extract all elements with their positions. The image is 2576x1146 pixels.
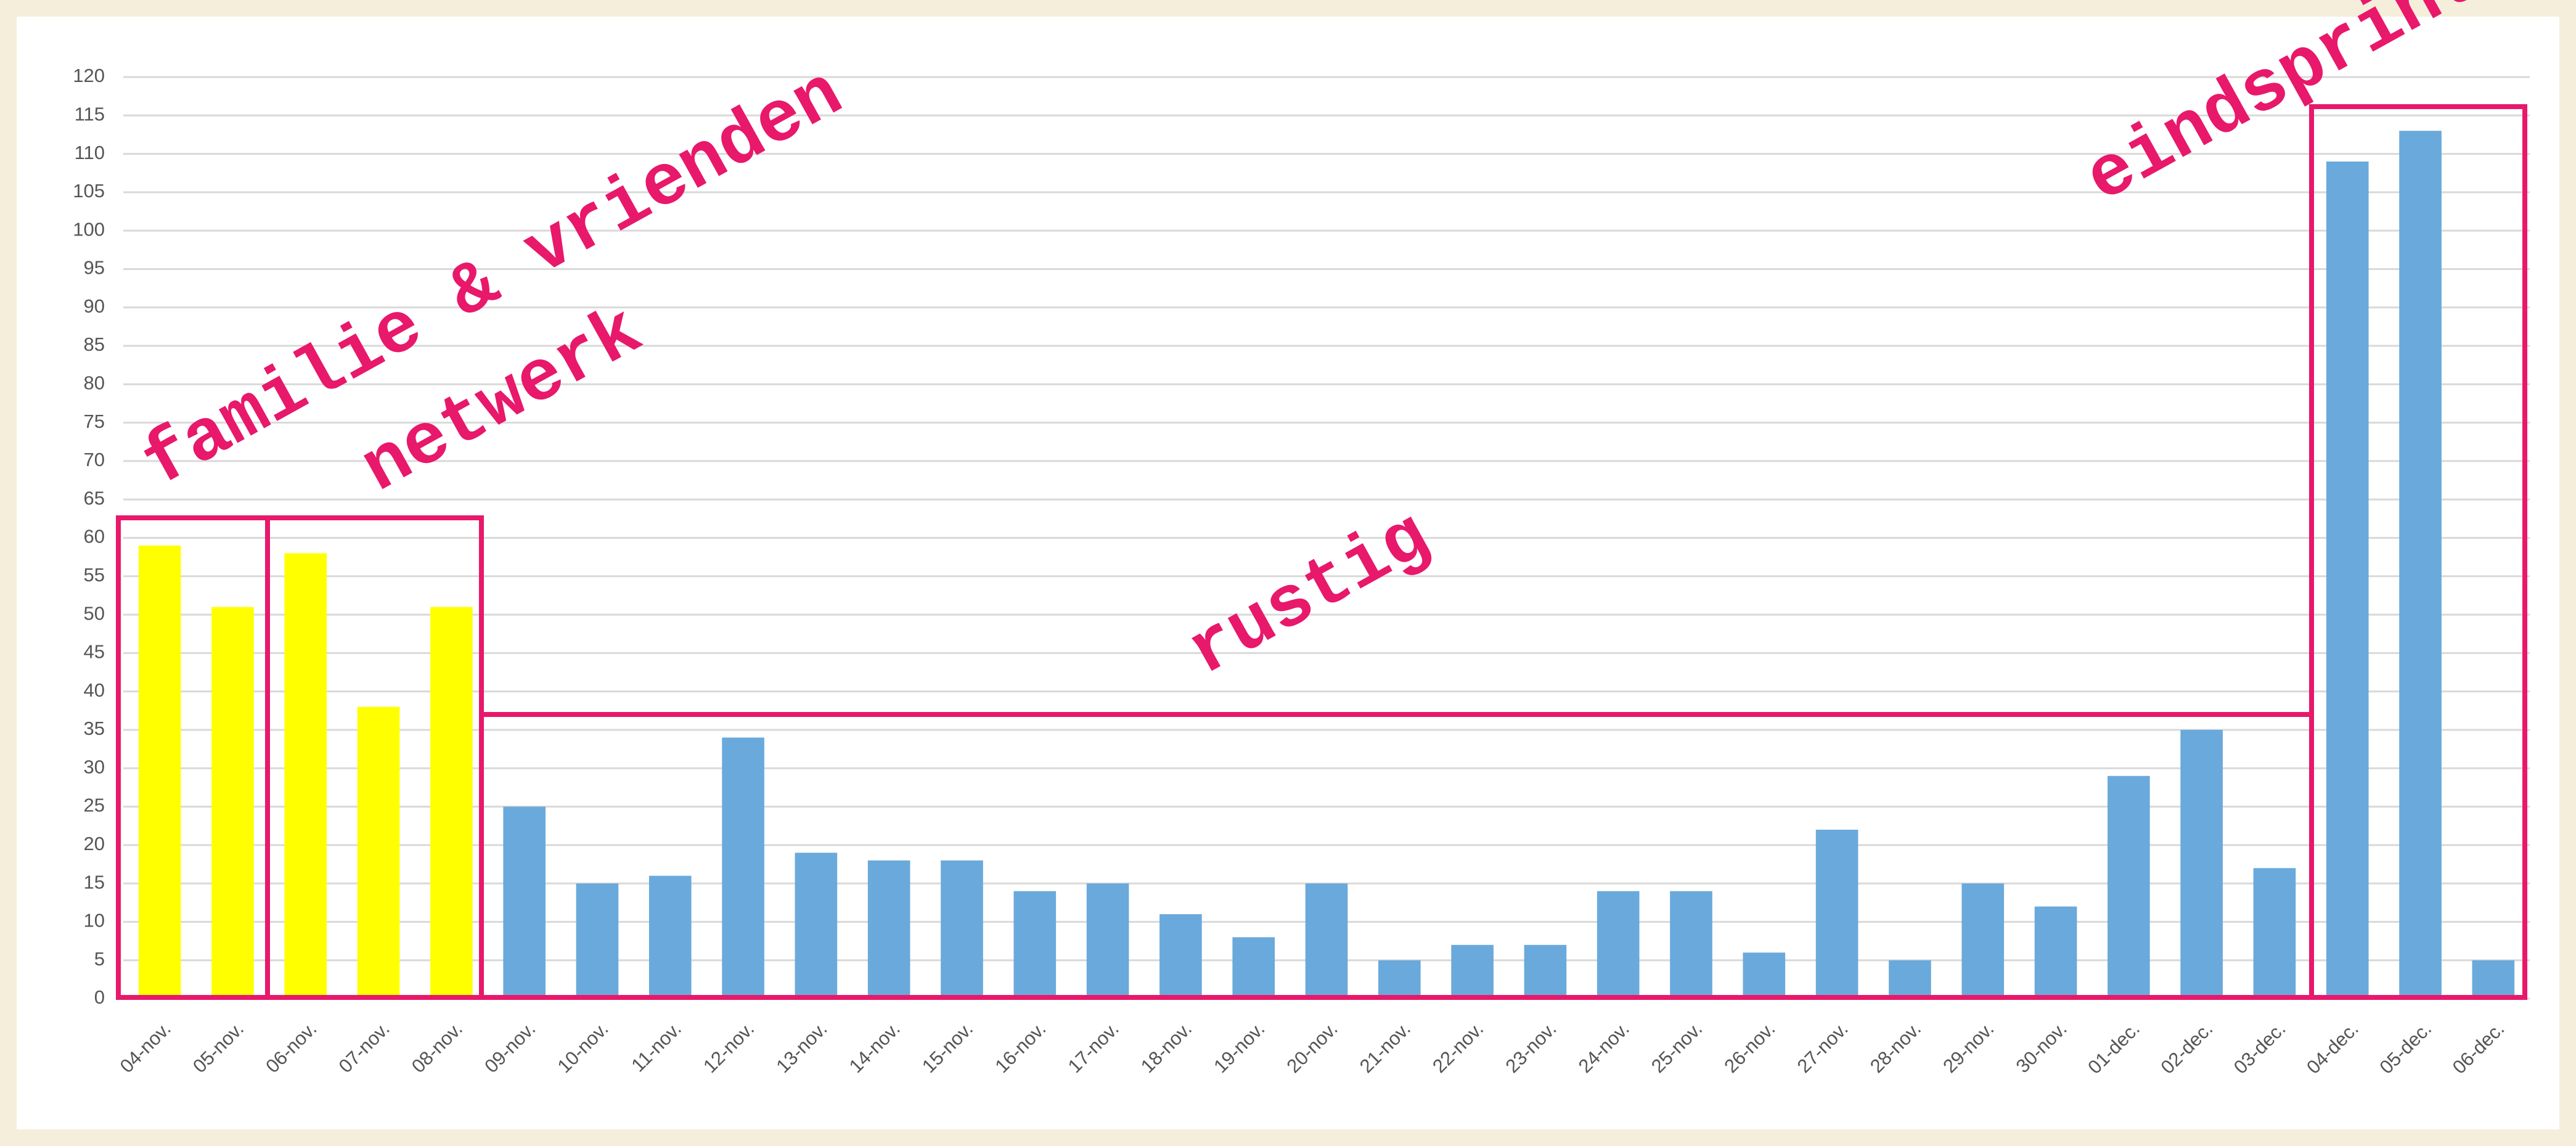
bar — [648, 875, 692, 999]
bar — [357, 706, 400, 999]
bar — [2108, 776, 2150, 999]
y-tick-label: 30 — [84, 756, 105, 777]
y-tick-label: 0 — [94, 986, 105, 1008]
bar — [284, 553, 327, 999]
bar — [2253, 868, 2296, 999]
y-tick-label: 35 — [84, 718, 105, 739]
y-tick-label: 60 — [84, 526, 105, 547]
y-tick-label: 20 — [84, 833, 105, 854]
y-tick-label: 95 — [84, 257, 105, 279]
y-tick-label: 85 — [84, 334, 105, 355]
bar — [2180, 729, 2223, 999]
y-tick-label: 105 — [73, 180, 105, 202]
bar — [1743, 952, 1786, 999]
bar — [722, 737, 764, 999]
bar — [1086, 883, 1129, 999]
bar — [1670, 891, 1712, 999]
bar — [430, 607, 473, 999]
bar — [2399, 131, 2442, 999]
bar — [2326, 162, 2369, 999]
bar — [1013, 891, 1057, 999]
bar — [1451, 944, 1494, 999]
y-tick-label: 10 — [84, 910, 105, 931]
bars — [138, 131, 2515, 999]
y-tick-label: 5 — [94, 948, 105, 970]
bar — [1232, 937, 1275, 999]
bar — [1889, 960, 1931, 999]
y-tick-label: 55 — [84, 564, 105, 586]
bar — [867, 860, 910, 999]
y-tick-label: 25 — [84, 795, 105, 816]
bar — [1524, 944, 1567, 999]
bar — [1305, 883, 1348, 999]
y-tick-label: 65 — [84, 487, 105, 509]
bar — [1159, 914, 1202, 999]
bar — [941, 860, 983, 999]
bar — [576, 883, 619, 999]
bar — [211, 607, 254, 999]
y-tick-label: 50 — [84, 602, 105, 624]
y-tick-label: 70 — [84, 449, 105, 470]
bar — [1961, 883, 2005, 999]
bar — [1597, 891, 1640, 999]
y-tick-label: 75 — [84, 411, 105, 432]
y-tick-label: 115 — [75, 103, 105, 125]
bar — [2472, 960, 2515, 999]
bar — [138, 545, 181, 999]
bar — [1815, 829, 1858, 999]
y-tick-label: 120 — [73, 65, 105, 86]
y-tick-label: 45 — [84, 641, 105, 663]
y-tick-label: 80 — [84, 372, 105, 394]
bar — [2034, 906, 2077, 999]
y-tick-label: 110 — [75, 142, 105, 163]
bar — [795, 853, 838, 999]
y-tick-label: 15 — [84, 871, 105, 893]
bar — [1378, 960, 1421, 999]
y-tick-label: 90 — [84, 295, 105, 317]
bar — [503, 806, 546, 999]
y-tick-label: 40 — [84, 679, 105, 701]
y-tick-label: 100 — [73, 218, 105, 240]
group-box — [2309, 104, 2527, 1000]
